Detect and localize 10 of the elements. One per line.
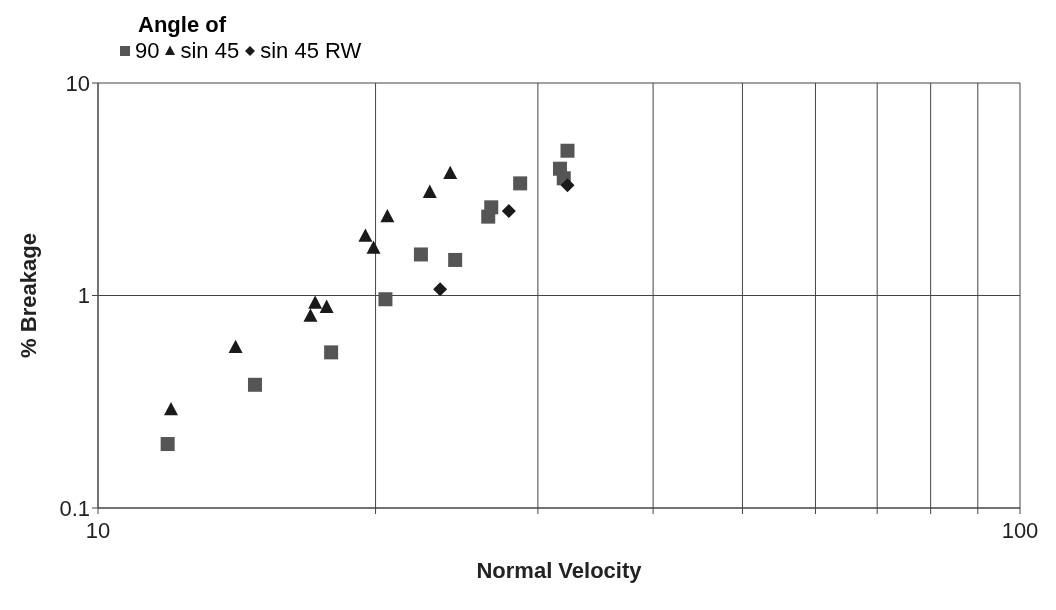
x-axis-title: Normal Velocity xyxy=(476,558,643,583)
legend-label: sin 45 RW xyxy=(260,38,362,64)
y-tick-label: 0.1 xyxy=(59,495,90,521)
y-tick-label: 10 xyxy=(65,70,90,96)
legend-label: 90 xyxy=(135,38,160,64)
legend-title: Angle of xyxy=(137,12,227,38)
legend-label: sin 45 xyxy=(180,38,240,64)
y-axis-title: % Breakage xyxy=(15,233,41,358)
x-tick-label: 100 xyxy=(1001,517,1039,543)
y-tick-label: 1 xyxy=(77,283,90,309)
